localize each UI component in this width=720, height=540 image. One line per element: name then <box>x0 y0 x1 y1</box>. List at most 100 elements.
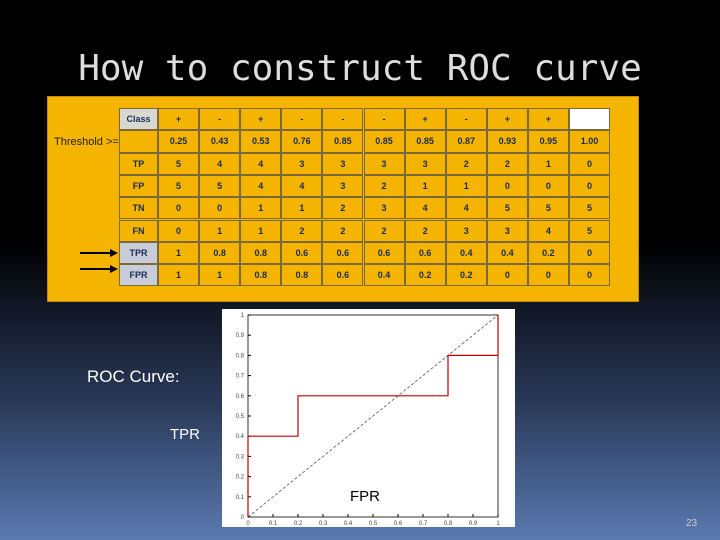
table-cell <box>119 130 158 153</box>
table-cell: Class <box>119 108 158 131</box>
table-cell: - <box>281 108 323 131</box>
table-cell: 1 <box>240 219 282 242</box>
y-tick-label: 0.1 <box>236 495 245 501</box>
table-cell: 0.2 <box>527 241 569 265</box>
y-tick-label: 1 <box>241 313 245 319</box>
x-tick-label: 0.9 <box>469 521 478 527</box>
slide-title: How to construct ROC curve <box>78 48 642 89</box>
table-cell: 0.95 <box>527 130 569 153</box>
x-tick-label: 0.1 <box>269 521 278 527</box>
table-cell: 1 <box>199 219 241 242</box>
table-cell: 0.87 <box>445 130 487 153</box>
table-cell: 2 <box>486 152 528 175</box>
table-cell: 4 <box>240 152 282 175</box>
table-cell: 3 <box>445 219 487 242</box>
table-cell: 5 <box>569 219 611 242</box>
table-cell: 0.6 <box>281 241 323 265</box>
table-cell: 0 <box>569 241 611 265</box>
x-tick-label: 0.3 <box>319 521 328 527</box>
table-cell: FP <box>119 174 158 198</box>
table-cell: 0.85 <box>322 130 364 153</box>
table-cell: - <box>445 108 487 131</box>
table-cell: TP <box>119 152 158 175</box>
table-cell: + <box>527 108 569 131</box>
table-cell: 1 <box>240 197 282 220</box>
table-cell: 0.43 <box>199 130 241 153</box>
table-cell: 0.2 <box>445 264 487 287</box>
table-cell: 4 <box>527 219 569 242</box>
table-cell: 0.53 <box>240 130 282 153</box>
table-cell: 5 <box>158 174 200 198</box>
table-cell <box>569 108 611 131</box>
table-cell: 0.8 <box>240 264 282 287</box>
table-cell: 2 <box>363 219 405 242</box>
table-cell: 4 <box>404 197 446 220</box>
table-cell: - <box>322 108 364 131</box>
table-cell: 3 <box>363 197 405 220</box>
table-cell: 0 <box>569 174 611 198</box>
table-cell: + <box>240 108 282 131</box>
table-cell: 0 <box>199 197 241 220</box>
y-tick-label: 0 <box>241 515 245 521</box>
table-cell: 2 <box>281 219 323 242</box>
y-tick-label: 0.3 <box>236 454 245 460</box>
table-cell: 0 <box>158 197 200 220</box>
y-tick-label: 0.5 <box>236 414 245 420</box>
table-cell: FN <box>119 219 158 242</box>
table-cell: 1.00 <box>569 130 611 153</box>
table-cell: 1 <box>527 152 569 175</box>
table-cell: - <box>199 108 241 131</box>
table-cell: 3 <box>363 152 405 175</box>
table-cell: 0 <box>158 219 200 242</box>
table-cell: 5 <box>569 197 611 220</box>
table-cell: 1 <box>404 174 446 198</box>
table-cell: 0.76 <box>281 130 323 153</box>
table-cell: 2 <box>322 197 364 220</box>
x-tick-label: 0.8 <box>444 521 453 527</box>
table-cell: TPR <box>119 241 158 265</box>
caption: ROC Curve: <box>87 367 180 386</box>
table-cell: 0.8 <box>240 241 282 265</box>
table-cell: - <box>363 108 405 131</box>
table-cell: 2 <box>445 152 487 175</box>
table-cell: 0.8 <box>199 241 241 265</box>
x-tick-label: 0.5 <box>369 521 378 527</box>
table-cell: 0 <box>527 174 569 198</box>
roc-chart: 0 0.1 0.2 0.3 0.4 0.5 0.6 0.7 0.8 0.9 1 0 0.1 0.2 0.3 0… <box>222 309 515 527</box>
table-cell: 3 <box>322 152 364 175</box>
y-tick-label: 0.9 <box>236 333 245 339</box>
table-cell: 2 <box>322 219 364 242</box>
table-cell: 0 <box>486 174 528 198</box>
table-cell: 3 <box>322 174 364 198</box>
table-cell: 0.2 <box>404 264 446 287</box>
table-cell: TN <box>119 197 158 220</box>
table-cell: + <box>486 108 528 131</box>
threshold-label: Threshold >= <box>54 136 119 148</box>
table-cell: 1 <box>199 264 241 287</box>
table-cell: 0.93 <box>486 130 528 153</box>
table-cell: 3 <box>486 219 528 242</box>
table-cell: 0.6 <box>322 241 364 265</box>
x-tick-label: 0 <box>246 521 250 527</box>
table-cell: 0.4 <box>363 264 405 287</box>
table-cell: 5 <box>527 197 569 220</box>
table-cell: 4 <box>199 152 241 175</box>
x-tick-label: 1 <box>496 521 500 527</box>
table-cell: 3 <box>404 152 446 175</box>
table-cell: 4 <box>445 197 487 220</box>
table-cell: 0 <box>569 264 611 287</box>
table-cell: 2 <box>404 219 446 242</box>
table-cell: 2 <box>363 174 405 198</box>
y-axis-label: TPR <box>170 426 200 443</box>
y-tick-label: 0.6 <box>236 394 245 400</box>
x-tick-label: 0.7 <box>419 521 428 527</box>
table-cell: 1 <box>445 174 487 198</box>
table-cell: 0 <box>569 152 611 175</box>
table-cell: 5 <box>158 152 200 175</box>
table-cell: 0.6 <box>322 264 364 287</box>
x-tick-label: 0.4 <box>344 521 353 527</box>
table-cell: 5 <box>486 197 528 220</box>
table-cell: 0.85 <box>404 130 446 153</box>
table-cell: 0 <box>486 264 528 287</box>
